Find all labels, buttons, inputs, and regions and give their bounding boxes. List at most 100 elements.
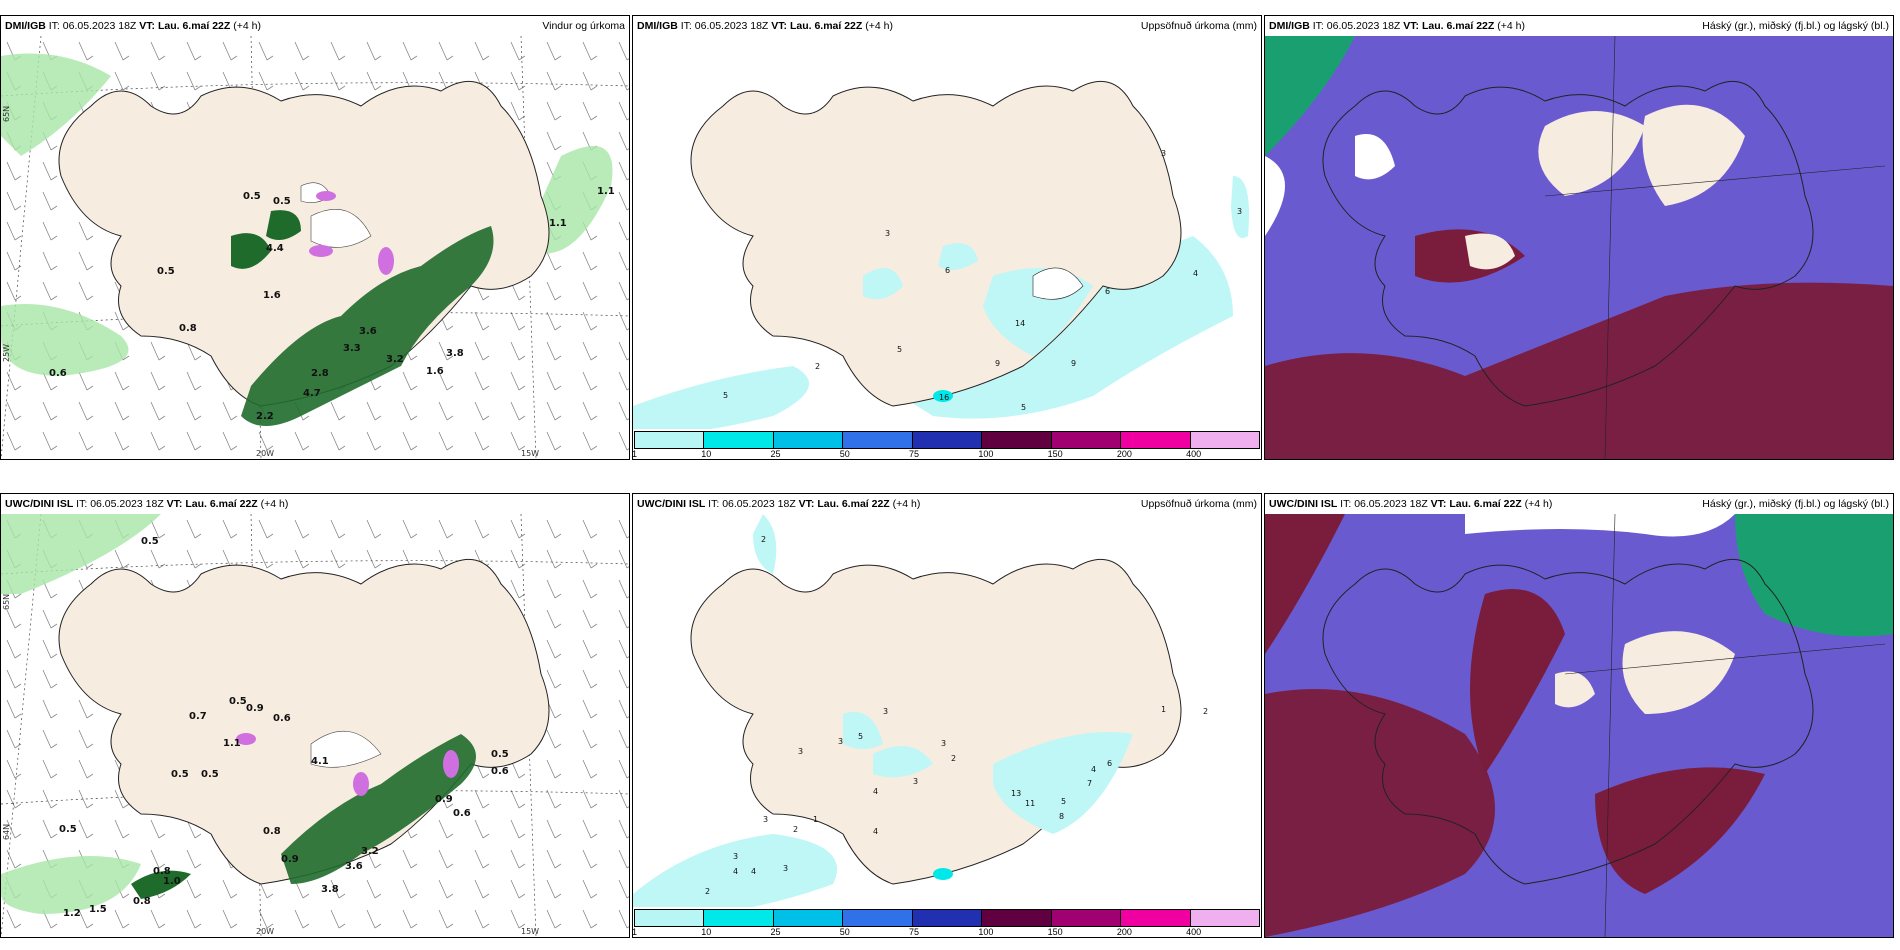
colorbar-cell — [1121, 432, 1191, 448]
accum-value: 5 — [897, 345, 902, 354]
colorbar-tick: 1 — [632, 927, 638, 937]
precip-value: 0.6 — [273, 713, 291, 724]
colorbar-tick: 150 — [1047, 927, 1063, 937]
precip-value: 3.8 — [446, 348, 464, 359]
lead-time: (+4 h) — [1524, 498, 1553, 510]
accum-value: 3 — [763, 815, 768, 824]
precip-value: 0.9 — [435, 794, 453, 805]
cloud-map — [1265, 36, 1893, 459]
accum-value: 3 — [733, 852, 738, 861]
lead-time: (+4 h) — [233, 20, 261, 32]
precip-value: 0.5 — [59, 824, 77, 835]
accum-value: 3 — [783, 864, 788, 873]
lead-time: (+4 h) — [260, 498, 289, 510]
accum-value: 3 — [883, 707, 888, 716]
issue-time: 06.05.2023 18Z — [90, 498, 164, 510]
colorbar-tick: 25 — [770, 449, 781, 459]
colorbar-tick: 1 — [632, 449, 638, 459]
precip-value: 0.7 — [189, 711, 207, 722]
precip-value: 0.5 — [243, 191, 261, 202]
accum-value: 5 — [723, 391, 728, 400]
lat-label-65: 65N — [2, 594, 11, 610]
cloud-map — [1265, 514, 1893, 937]
accum-value: 2 — [815, 362, 820, 371]
colorbar-tick: 400 — [1186, 927, 1202, 937]
colorbar-tick: 25 — [770, 927, 781, 937]
accum-precip-map: 3 3 5 3 2 3 4 3 4 3 2 1 3 2 4 4 3 2 2 13… — [633, 514, 1261, 937]
issue-prefix: IT: — [1312, 20, 1324, 32]
accum-value: 3 — [913, 777, 918, 786]
colorbar-tick: 400 — [1186, 449, 1202, 459]
precip-value: 0.9 — [246, 703, 264, 714]
valid-prefix: VT: — [1430, 498, 1447, 510]
precip-value: 1.1 — [223, 738, 241, 749]
precip-value: 0.8 — [133, 896, 151, 907]
precip-value: 3.2 — [361, 846, 379, 857]
valid-prefix: VT: — [166, 498, 183, 510]
accum-value: 4 — [733, 867, 738, 876]
precip-value: 4.7 — [303, 388, 321, 399]
accum-value: 2 — [1203, 707, 1208, 716]
panel-bottom-wind: UWC/DINI ISL IT: 06.05.2023 18Z VT: Lau.… — [0, 493, 630, 938]
accum-value: 6 — [945, 266, 950, 275]
model-label: DMI/IGB — [5, 20, 46, 32]
precip-value: 1.6 — [426, 366, 444, 377]
colorbar-cell — [773, 432, 844, 448]
issue-time: 06.05.2023 18Z — [1326, 20, 1401, 32]
accum-value: 5 — [1061, 797, 1066, 806]
panel-title: Háský (gr.), miðský (fj.bl.) og lágský (… — [1702, 20, 1889, 32]
panel-header: DMI/IGB IT: 06.05.2023 18Z VT: Lau. 6.ma… — [1265, 16, 1893, 36]
valid-time: Lau. 6.maí 22Z — [1421, 20, 1495, 32]
colorbar-cell — [1121, 910, 1191, 926]
model-label: DMI/IGB — [637, 20, 678, 32]
colorbar: 1 10 25 50 75 100 150 200 400 — [633, 429, 1261, 459]
issue-prefix: IT: — [48, 20, 60, 32]
colorbar-tick: 100 — [978, 449, 994, 459]
precip-values: 0.5 0.5 0.5 1.6 0.8 0.6 3.3 3.6 3.2 1.6 … — [49, 186, 615, 422]
colorbar-cell — [843, 432, 913, 448]
precip-value: 3.2 — [386, 354, 404, 365]
precip-value: 3.3 — [343, 343, 361, 354]
panel-title: Uppsöfnuð úrkoma (mm) — [1140, 498, 1257, 510]
precip-value: 0.5 — [157, 266, 175, 277]
precip-value: 0.8 — [153, 866, 171, 877]
lon-label-25: 25W — [2, 344, 11, 362]
accum-value: 3 — [1237, 207, 1242, 216]
colorbar-tick: 75 — [909, 927, 920, 937]
precip-value: 0.5 — [491, 749, 509, 760]
lat-label-64: 64N — [2, 824, 11, 840]
colorbar-tick: 75 — [909, 449, 920, 459]
precip-value: 0.5 — [229, 696, 247, 707]
panel-top-wind: DMI/IGB IT: 06.05.2023 18Z VT: Lau. 6.ma… — [0, 15, 630, 460]
precip-value: 1.1 — [597, 186, 615, 197]
valid-time: Lau. 6.maí 22Z — [789, 20, 863, 32]
accum-value: 3 — [1161, 149, 1166, 158]
lead-time: (+4 h) — [892, 498, 921, 510]
accum-values: 3 3 5 3 2 3 4 3 4 3 2 1 3 2 4 4 3 2 2 13… — [645, 535, 1208, 929]
model-label: UWC/DINI ISL — [637, 498, 706, 510]
colorbar-tick: 50 — [839, 927, 850, 937]
lon-label-20: 20W — [256, 927, 274, 936]
valid-time: Lau. 6.maí 22Z — [817, 498, 890, 510]
colorbar-ticks: 1 10 25 50 75 100 150 200 400 — [632, 927, 1258, 937]
accum-value: 6 — [1105, 287, 1110, 296]
colorbar-cell — [635, 432, 705, 448]
precip-value: 0.8 — [263, 826, 281, 837]
colorbar-cell — [704, 432, 774, 448]
colorbar-cell — [1051, 432, 1122, 448]
accum-value: 1 — [1161, 705, 1166, 714]
accum-value: 5 — [1021, 403, 1026, 412]
accum-value: 2 — [793, 825, 798, 834]
panel-header: DMI/IGB IT: 06.05.2023 18Z VT: Lau. 6.ma… — [1, 16, 629, 36]
precip-value: 0.6 — [49, 368, 67, 379]
colorbar-cell — [982, 432, 1052, 448]
precip-value: 0.5 — [273, 196, 291, 207]
panel-bottom-cloud: UWC/DINI ISL IT: 06.05.2023 18Z VT: Lau.… — [1264, 493, 1894, 938]
precip-value: 1.1 — [549, 218, 567, 229]
colorbar-cell — [843, 910, 913, 926]
colorbar-cell — [1190, 432, 1259, 448]
accum-value: 5 — [858, 732, 863, 741]
valid-prefix: VT: — [139, 20, 156, 32]
accum-value: 3 — [838, 737, 843, 746]
wind-precip-map: 65N 64N 20W 15W 0.5 0.7 0.5 0.9 0.6 1.1 … — [1, 514, 629, 937]
